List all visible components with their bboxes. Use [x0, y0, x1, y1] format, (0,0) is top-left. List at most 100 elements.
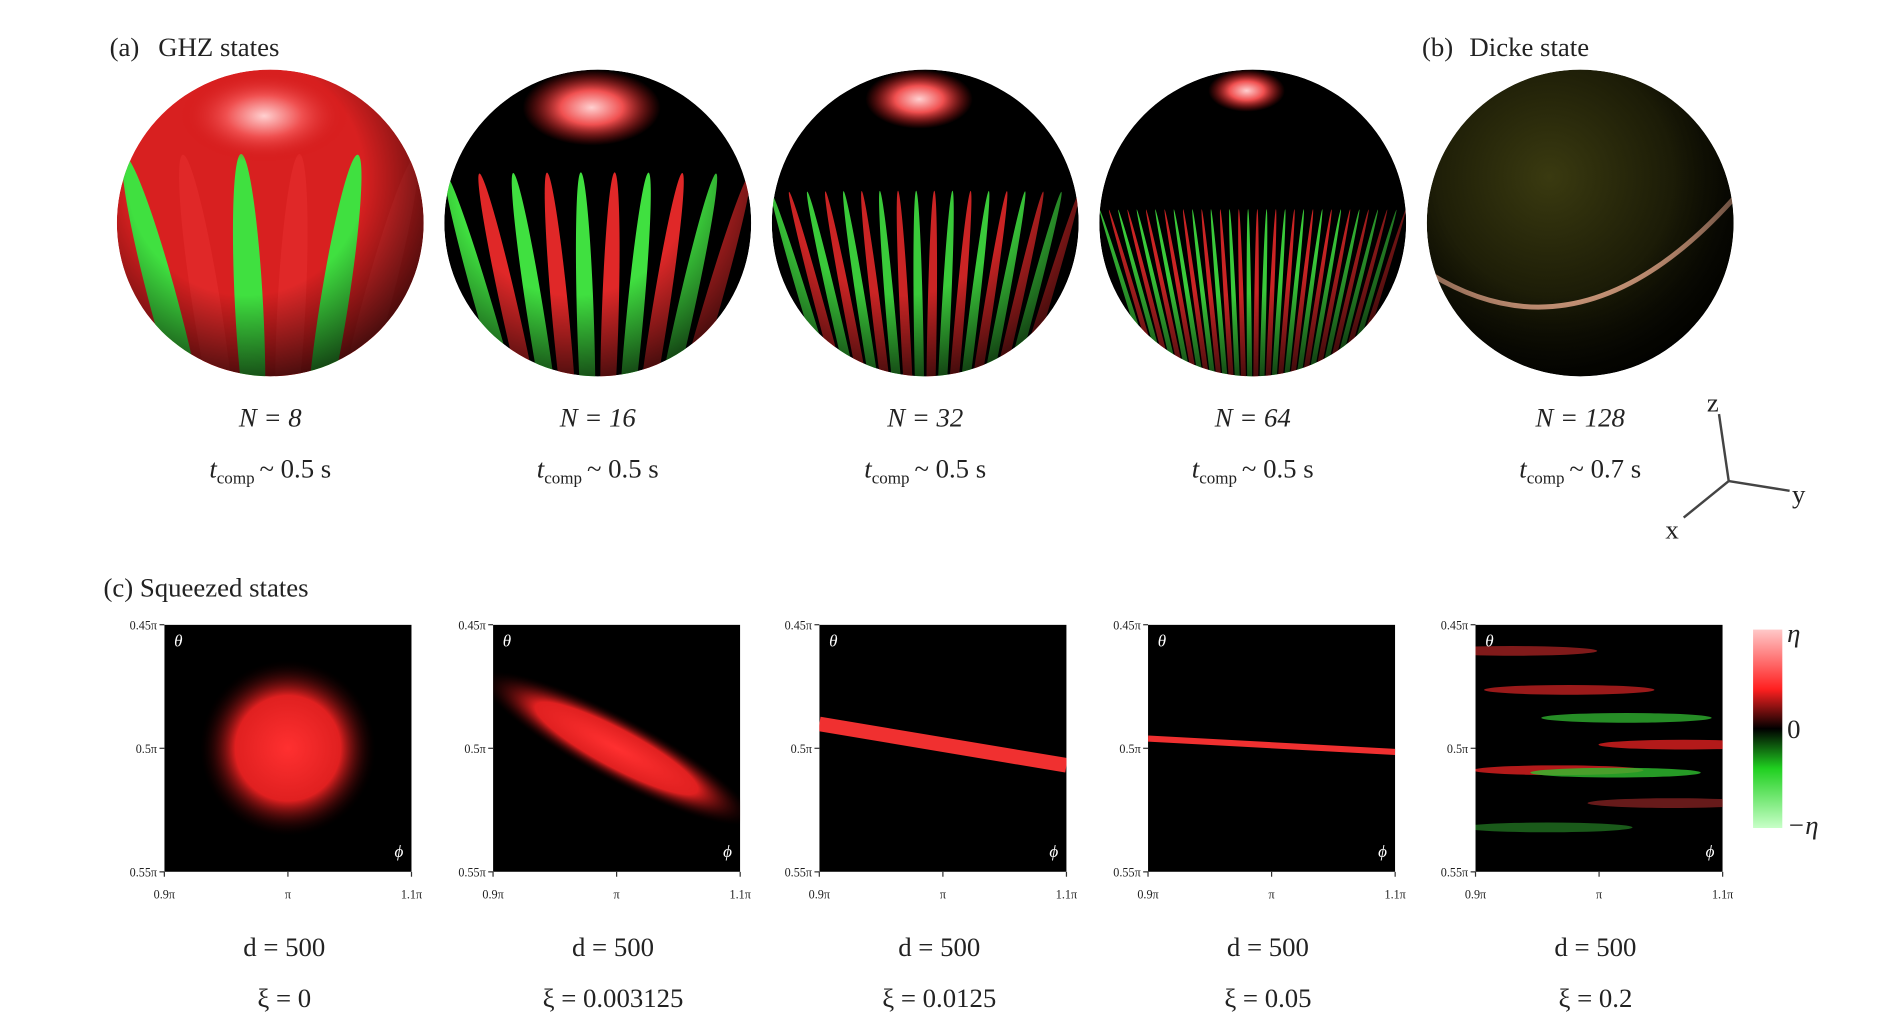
time-subscript: comp [544, 468, 582, 487]
streak [1475, 822, 1633, 833]
x-tick-label: 1.1π [401, 888, 422, 902]
n-label: N = 32 [886, 402, 963, 432]
xi-label: ξ = 0.003125 [543, 983, 684, 1013]
axis-label: θ [174, 632, 182, 651]
x-tick-label: 0.9π [809, 888, 830, 902]
shading [116, 69, 424, 377]
time-value: ~ 0.7 s [1569, 453, 1641, 483]
x-tick-label: π [614, 888, 620, 902]
axis-label: z [1707, 388, 1719, 418]
y-tick-label: 0.45π [785, 619, 812, 633]
axis-label: ϕ [1378, 842, 1387, 861]
sphere [116, 69, 424, 377]
sphere [1099, 69, 1407, 377]
time-label: tcomp ~ 0.5 s [1192, 453, 1314, 487]
axis-label: x [1665, 514, 1679, 544]
time-value: ~ 0.5 s [587, 453, 659, 483]
y-tick-label: 0.45π [1113, 619, 1140, 633]
y-tick-label: 0.5π [464, 742, 485, 756]
streak [1587, 798, 1723, 808]
y-tick-label: 0.45π [130, 619, 157, 633]
density-plot [1475, 624, 1723, 872]
colorbar-label: 0 [1787, 714, 1800, 744]
n-label: N = 16 [559, 402, 637, 432]
colorbar-label: −η [1787, 810, 1818, 840]
density-plot [1148, 624, 1396, 872]
density-plot [819, 624, 1067, 872]
panel-a-heading: (a) GHZ states [110, 32, 280, 62]
axis-arrow [1717, 413, 1730, 482]
sphere [444, 69, 752, 377]
y-tick-label: 0.45π [458, 619, 485, 633]
d-label: d = 500 [243, 932, 325, 962]
colorbar [1753, 629, 1783, 829]
x-tick-label: π [1596, 888, 1602, 902]
time-label: tcomp ~ 0.5 s [209, 453, 331, 487]
panel-label: (b) [1422, 32, 1453, 62]
time-symbol: t [537, 453, 545, 483]
axis-label: θ [1158, 632, 1166, 651]
sphere [1426, 69, 1734, 377]
x-tick-label: 1.1π [1056, 888, 1077, 902]
axis-label: ϕ [394, 842, 403, 861]
time-subscript: comp [217, 468, 255, 487]
xi-label: ξ = 0.2 [1558, 983, 1632, 1013]
x-tick-label: 0.9π [154, 888, 175, 902]
axis-label: ϕ [1706, 842, 1715, 861]
y-tick-label: 0.55π [785, 866, 812, 880]
y-tick-label: 0.5π [1119, 742, 1140, 756]
y-tick-label: 0.5π [1447, 742, 1468, 756]
x-tick-label: π [940, 888, 946, 902]
y-tick-label: 0.5π [136, 742, 157, 756]
xi-label: ξ = 0.0125 [882, 983, 996, 1013]
y-tick-label: 0.45π [1441, 619, 1468, 633]
x-tick-label: 1.1π [1384, 888, 1405, 902]
density-plot [493, 624, 741, 872]
streak [1598, 739, 1723, 750]
x-tick-label: π [1269, 888, 1275, 902]
d-label: d = 500 [1227, 932, 1309, 962]
distribution [200, 660, 376, 836]
d-label: d = 500 [572, 932, 654, 962]
time-symbol: t [864, 453, 872, 483]
time-value: ~ 0.5 s [914, 453, 986, 483]
time-label: tcomp ~ 0.7 s [1519, 453, 1641, 487]
shading [1099, 69, 1407, 377]
streak [1530, 767, 1701, 778]
shading [1426, 69, 1734, 377]
axis-label: y [1792, 479, 1806, 509]
d-label: d = 500 [898, 932, 980, 962]
axis-arrow [1682, 480, 1730, 519]
time-symbol: t [1192, 453, 1200, 483]
time-subscript: comp [872, 468, 910, 487]
y-tick-label: 0.55π [458, 866, 485, 880]
n-label: N = 128 [1534, 402, 1625, 432]
x-tick-label: 0.9π [1465, 888, 1486, 902]
y-tick-label: 0.5π [791, 742, 812, 756]
panel-title: GHZ states [158, 32, 279, 62]
axis-label: θ [503, 632, 511, 651]
streak [1541, 712, 1712, 723]
streak [1484, 684, 1655, 695]
panel-title: (c) Squeezed states [103, 573, 308, 603]
time-subscript: comp [1527, 468, 1565, 487]
density-plot [164, 624, 412, 872]
colorbar-label: η [1787, 618, 1800, 648]
streak [1475, 646, 1598, 656]
y-tick-label: 0.55π [1113, 866, 1140, 880]
axis-label: θ [829, 632, 837, 651]
d-label: d = 500 [1554, 932, 1636, 962]
axis-label: ϕ [723, 842, 732, 861]
x-tick-label: π [285, 888, 291, 902]
time-value: ~ 0.5 s [259, 453, 331, 483]
n-label: N = 64 [1214, 402, 1291, 432]
time-symbol: t [209, 453, 217, 483]
time-subscript: comp [1199, 468, 1237, 487]
xi-label: ξ = 0.05 [1224, 983, 1311, 1013]
time-label: tcomp ~ 0.5 s [864, 453, 986, 487]
panel-title: Dicke state [1469, 32, 1589, 62]
panel-label: (a) [110, 32, 140, 62]
n-label: N = 8 [238, 402, 302, 432]
